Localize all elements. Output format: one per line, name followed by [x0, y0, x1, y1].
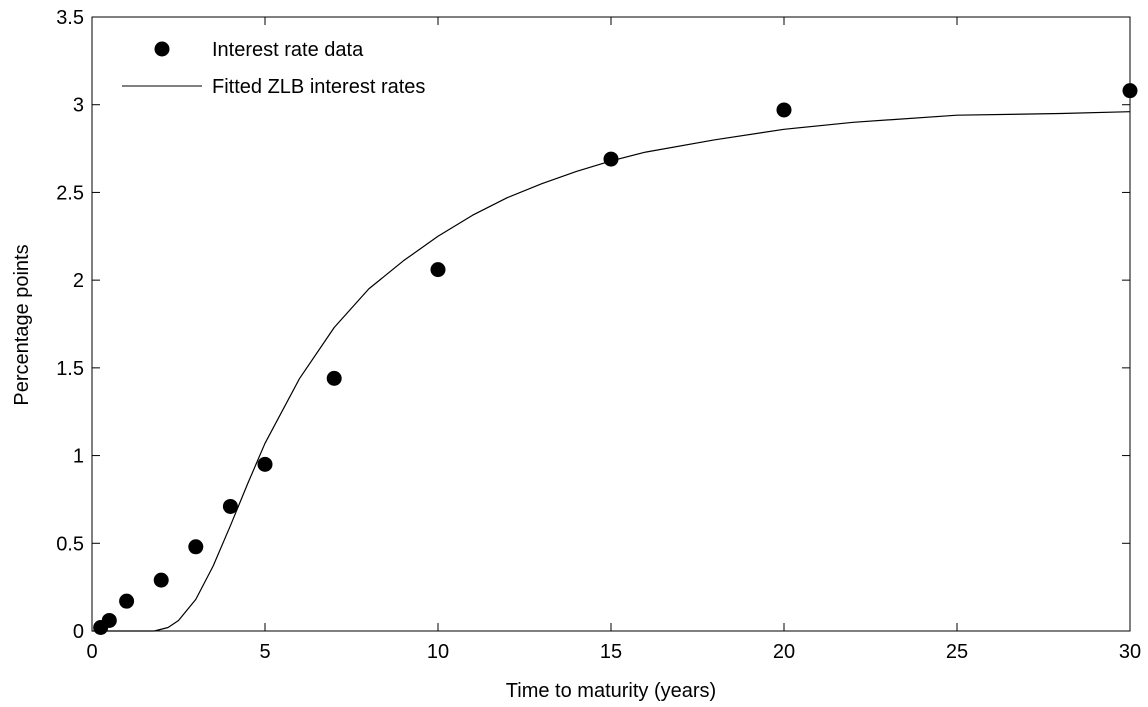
fitted-line [92, 111, 1131, 632]
data-point [101, 612, 117, 628]
y-tick-label: 2.5 [56, 182, 84, 204]
plot-area-border [91, 16, 1131, 632]
y-tick-label: 3 [73, 95, 84, 117]
data-point [119, 593, 135, 609]
data-point [430, 262, 446, 278]
legend: Interest rate data Fitted ZLB interest r… [122, 39, 425, 98]
x-tick-label: 5 [259, 641, 270, 663]
x-tick-label: 0 [86, 641, 97, 663]
x-tick-label: 20 [773, 641, 795, 663]
y-tick-label: 0 [73, 621, 84, 643]
plot-frame [91, 16, 1131, 632]
x-tick-label: 15 [600, 641, 622, 663]
data-marker-series [93, 83, 1138, 635]
y-tick-label: 1 [73, 446, 84, 468]
data-point [222, 498, 238, 514]
y-tick-label: 3.5 [56, 7, 84, 29]
y-tick-label: 0.5 [56, 533, 84, 555]
data-point [326, 370, 342, 386]
legend-marker-icon [154, 41, 170, 57]
y-tick-label: 2 [73, 270, 84, 292]
x-tick-label: 30 [1119, 641, 1141, 663]
data-point [188, 539, 204, 555]
legend-label-line: Fitted ZLB interest rates [212, 76, 425, 98]
data-point [603, 151, 619, 167]
x-tick-label: 25 [946, 641, 968, 663]
data-point [1122, 83, 1138, 99]
x-axis-label: Time to maturity (years) [506, 680, 716, 702]
legend-label-markers: Interest rate data [212, 39, 364, 61]
y-tick-label: 1.5 [56, 358, 84, 380]
y-axis-label: Percentage points [11, 244, 33, 405]
fitted-line-series [92, 111, 1131, 632]
x-axis: 0 5 10 15 20 25 30 [86, 17, 1141, 663]
x-tick-label: 10 [427, 641, 449, 663]
data-point [153, 572, 169, 588]
y-axis: 0 0.5 1 1.5 2 2.5 3 3.5 [56, 7, 1130, 643]
data-point [776, 102, 792, 118]
data-point [257, 456, 273, 472]
